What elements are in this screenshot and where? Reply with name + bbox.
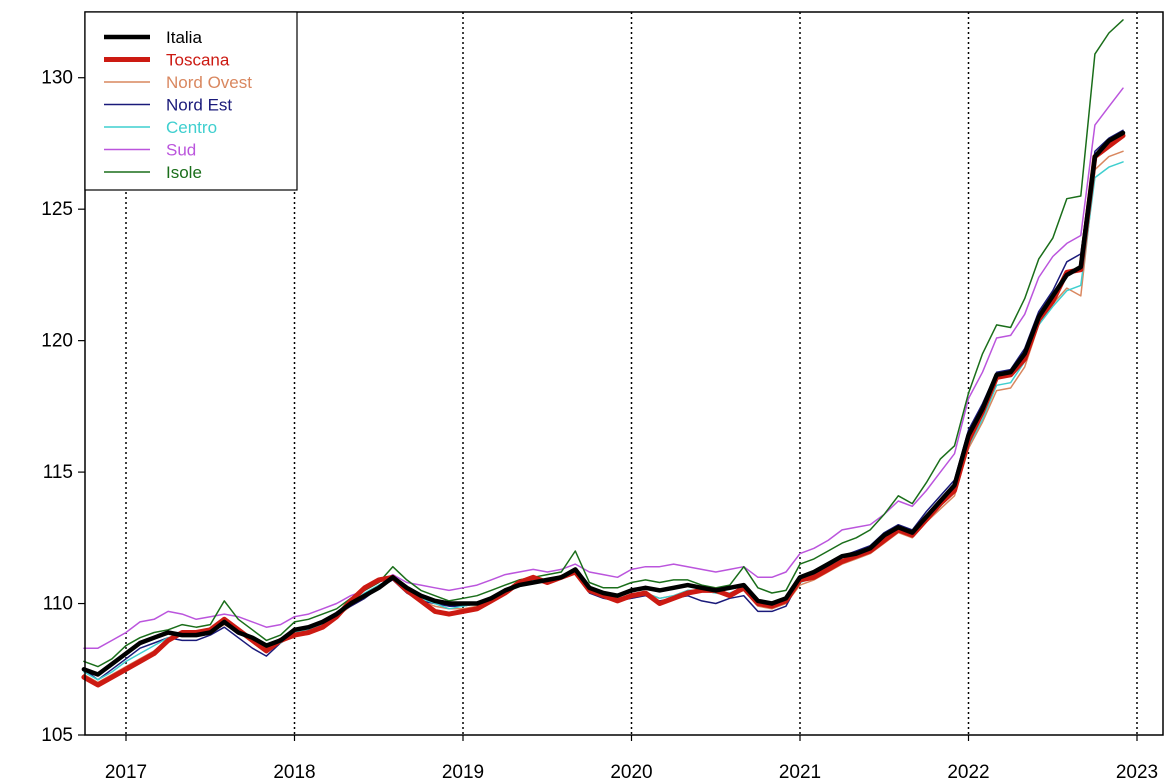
legend-label-sud: Sud [166, 141, 196, 160]
x-tick-label: 2018 [273, 762, 315, 780]
legend-label-nord-ovest: Nord Ovest [166, 73, 252, 92]
x-tick-label: 2022 [947, 762, 989, 780]
y-tick-label: 125 [41, 199, 73, 220]
legend-label-nord-est: Nord Est [166, 96, 232, 115]
legend: Italia Toscana Nord Ovest Nord Est Centro Sud… [84, 11, 298, 191]
y-tick-label: 105 [41, 725, 73, 746]
x-tick-label: 2020 [610, 762, 652, 780]
plot-area-frame [84, 11, 1164, 736]
series-line-sud [83, 87, 1124, 649]
series-line-toscana [81, 133, 1126, 688]
x-tick-label: 2017 [105, 762, 147, 780]
series-line-nord-ovest [83, 150, 1124, 684]
y-tick-label: 120 [41, 331, 73, 352]
legend-label-isole: Isole [166, 163, 202, 182]
legend-label-toscana: Toscana [166, 51, 230, 70]
legend-box [84, 11, 298, 191]
legend-label-italia: Italia [166, 28, 202, 47]
x-tick-label: 2023 [1116, 762, 1158, 780]
series-lines [81, 19, 1126, 688]
series-line-centro [83, 161, 1124, 681]
y-tick-label: 110 [43, 594, 73, 615]
x-tick-label: 2019 [442, 762, 484, 780]
series-line-italia [81, 130, 1126, 677]
legend-label-centro: Centro [166, 118, 217, 137]
y-tick-label: 115 [43, 462, 73, 483]
x-axis: 2017 2018 2019 2020 2021 2022 2023 [105, 735, 1158, 780]
series-line-isole [83, 19, 1124, 668]
x-tick-label: 2021 [779, 762, 821, 780]
y-tick-label: 130 [41, 68, 73, 89]
y-axis: 105 110 115 120 125 130 [41, 68, 85, 746]
